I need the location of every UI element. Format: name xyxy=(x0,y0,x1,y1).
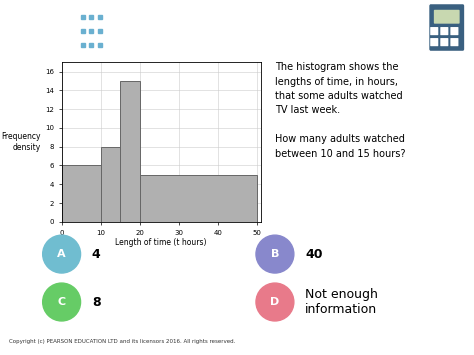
Text: ⊞: ⊞ xyxy=(445,18,461,37)
FancyBboxPatch shape xyxy=(450,27,458,35)
Y-axis label: Frequency
density: Frequency density xyxy=(1,132,41,152)
Bar xyxy=(120,81,140,222)
Text: 8: 8 xyxy=(92,295,100,308)
Text: 4: 4 xyxy=(92,247,100,261)
Text: B: B xyxy=(271,249,279,259)
Circle shape xyxy=(43,235,81,273)
Text: Copyright (c) PEARSON EDUCATION LTD and its licensors 2016. All rights reserved.: Copyright (c) PEARSON EDUCATION LTD and … xyxy=(9,339,236,344)
Bar xyxy=(140,175,257,222)
X-axis label: Length of time (t hours): Length of time (t hours) xyxy=(115,238,207,247)
Text: edexcel: edexcel xyxy=(14,21,74,34)
FancyBboxPatch shape xyxy=(430,27,438,35)
FancyBboxPatch shape xyxy=(434,10,460,24)
FancyBboxPatch shape xyxy=(440,27,448,35)
Circle shape xyxy=(256,235,294,273)
FancyBboxPatch shape xyxy=(450,38,458,46)
FancyBboxPatch shape xyxy=(440,38,448,46)
Circle shape xyxy=(43,283,81,321)
Text: A: A xyxy=(57,249,66,259)
FancyBboxPatch shape xyxy=(428,4,465,51)
FancyBboxPatch shape xyxy=(430,38,438,46)
Text: 40: 40 xyxy=(305,247,323,261)
Circle shape xyxy=(256,283,294,321)
Text: D: D xyxy=(270,297,280,307)
Text: The histogram shows the
lengths of time, in hours,
that some adults watched
TV l: The histogram shows the lengths of time,… xyxy=(275,62,405,159)
Text: C: C xyxy=(57,297,66,307)
Bar xyxy=(62,165,100,222)
Bar xyxy=(100,147,120,222)
Text: Not enough
information: Not enough information xyxy=(305,288,378,316)
